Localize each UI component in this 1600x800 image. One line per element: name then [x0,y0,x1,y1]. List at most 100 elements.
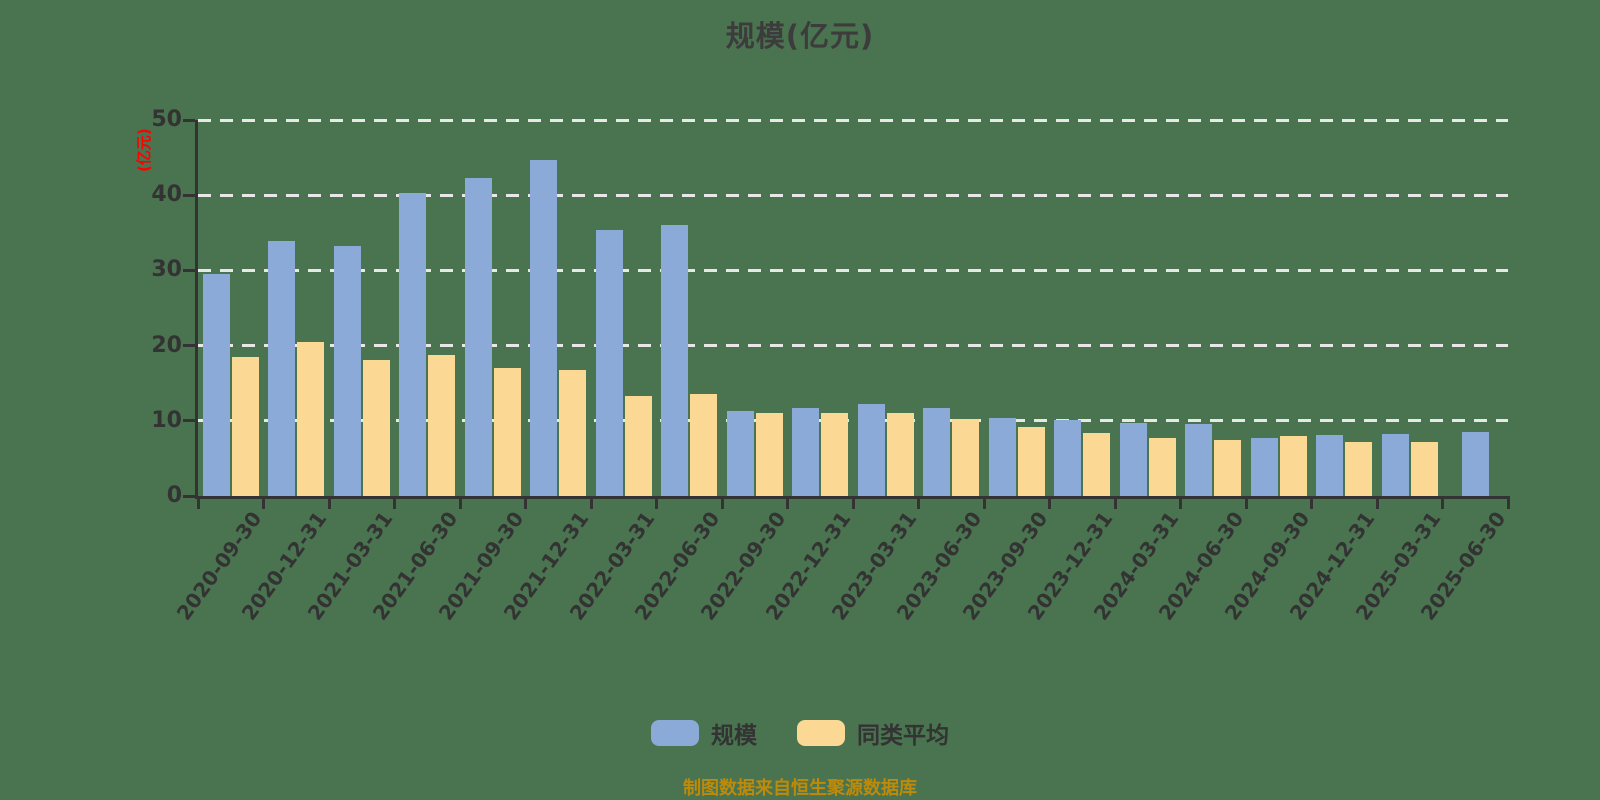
bar-规模-2022-12-31[interactable] [792,408,820,496]
x-tick-3 [393,496,396,509]
bar-规模-2025-06-30[interactable] [1461,432,1489,496]
bar-同类平均-2024-03-31[interactable] [1148,438,1176,496]
bar-规模-2025-03-31[interactable] [1381,434,1409,496]
bar-group-2024-03-31 [1115,120,1181,496]
x-tick-2 [327,496,331,509]
bar-group-2023-09-30 [984,120,1050,496]
x-tick-15 [1179,496,1182,509]
legend: 规模 同类平均 [0,716,1600,750]
bar-同类平均-2021-09-30[interactable] [493,368,521,496]
bar-规模-2021-09-30[interactable] [464,177,492,496]
y-tick-40 [183,193,195,197]
x-tick-12 [982,496,986,509]
bar-同类平均-2021-06-30[interactable] [428,354,456,496]
bar-同类平均-2023-12-31[interactable] [1083,432,1111,496]
x-tick-8 [720,496,724,509]
bar-group-2022-03-31 [591,120,657,496]
bar-group-2022-12-31 [788,120,854,496]
bar-规模-2024-03-31[interactable] [1119,423,1147,496]
x-tick-13 [1048,496,1051,509]
bar-规模-2020-09-30[interactable] [202,274,230,496]
legend-label-peer-average: 同类平均 [857,723,949,749]
bar-group-2025-06-30 [1443,120,1509,496]
legend-swatch-scale [651,720,699,746]
bar-规模-2024-09-30[interactable] [1250,438,1278,496]
x-tick-19 [1441,496,1444,509]
bar-同类平均-2024-12-31[interactable] [1345,441,1373,496]
y-axis-label-30: 30 [151,257,182,283]
bar-规模-2023-03-31[interactable] [857,404,885,496]
bars-layer [198,120,1508,496]
bar-同类平均-2020-12-31[interactable] [297,341,325,496]
bar-group-2021-12-31 [526,120,592,496]
x-tick-10 [851,496,855,509]
source-note: 制图数据来自恒生聚源数据库 [683,778,917,799]
y-tick-50 [183,118,195,122]
bar-规模-2020-12-31[interactable] [268,241,296,496]
y-axis-label-40: 40 [151,182,182,208]
x-tick-1 [262,496,265,509]
bar-group-2024-06-30 [1181,120,1247,496]
bar-同类平均-2021-03-31[interactable] [362,359,390,496]
bar-group-2020-12-31 [264,120,330,496]
bar-规模-2024-12-31[interactable] [1316,435,1344,496]
bar-group-2023-06-30 [919,120,985,496]
legend-swatch-peer-average [797,720,845,746]
bar-group-2022-09-30 [722,120,788,496]
x-tick-4 [458,496,462,509]
bar-规模-2021-06-30[interactable] [399,192,427,496]
legend-item-peer-average[interactable]: 同类平均 [797,716,949,750]
y-axis-label-10: 10 [151,407,182,433]
x-tick-7 [655,496,658,509]
bar-规模-2022-09-30[interactable] [726,411,754,496]
bar-group-2024-12-31 [1312,120,1378,496]
bar-规模-2022-03-31[interactable] [595,229,623,496]
y-tick-30 [183,268,195,272]
bar-同类平均-2022-12-31[interactable] [821,412,849,496]
bar-group-2024-09-30 [1246,120,1312,496]
x-tick-0 [196,496,200,509]
plot-area: 0 10 20 30 40 50 2020-09-30 2020-12-31 2021-03-… [151,107,1510,625]
y-axis-label-0: 0 [166,483,182,508]
chart-title: 规模(亿元) [725,19,875,53]
bar-group-2023-12-31 [1050,120,1116,496]
bar-同类平均-2023-03-31[interactable] [886,413,914,496]
bar-group-2022-06-30 [657,120,723,496]
bar-同类平均-2022-09-30[interactable] [755,412,783,496]
bar-group-2021-03-31 [329,120,395,496]
y-tick-0 [183,494,195,498]
bar-同类平均-2024-09-30[interactable] [1279,435,1307,496]
x-tick-14 [1113,496,1117,509]
bar-规模-2023-06-30[interactable] [923,408,951,496]
bar-规模-2021-03-31[interactable] [333,246,361,496]
bar-group-2021-09-30 [460,120,526,496]
bar-规模-2022-06-30[interactable] [661,224,689,496]
bar-group-2020-09-30 [198,120,264,496]
x-tick-9 [786,496,789,509]
legend-item-scale[interactable]: 规模 [651,716,757,750]
bar-同类平均-2025-03-31[interactable] [1410,441,1438,496]
x-tick-6 [589,496,593,509]
legend-label-scale: 规模 [711,723,757,749]
bar-同类平均-2022-03-31[interactable] [624,395,652,496]
x-tick-18 [1375,496,1379,509]
bar-同类平均-2024-06-30[interactable] [1214,439,1242,496]
x-tick-11 [917,496,920,509]
y-axis-title: (亿元) [135,128,153,172]
bar-规模-2023-09-30[interactable] [988,417,1016,496]
x-tick-16 [1244,496,1248,509]
bar-group-2021-06-30 [395,120,461,496]
bar-同类平均-2020-09-30[interactable] [231,356,259,496]
bar-规模-2024-06-30[interactable] [1185,423,1213,496]
bar-规模-2021-12-31[interactable] [530,159,558,496]
bar-group-2025-03-31 [1377,120,1443,496]
y-axis-label-50: 50 [151,107,182,132]
bar-规模-2023-12-31[interactable] [1054,420,1082,496]
bar-同类平均-2021-12-31[interactable] [559,369,587,496]
bar-同类平均-2022-06-30[interactable] [690,394,718,496]
y-tick-10 [183,419,195,423]
bar-同类平均-2023-09-30[interactable] [1017,426,1045,496]
bar-同类平均-2023-06-30[interactable] [952,419,980,496]
y-axis-label-20: 20 [151,332,182,358]
